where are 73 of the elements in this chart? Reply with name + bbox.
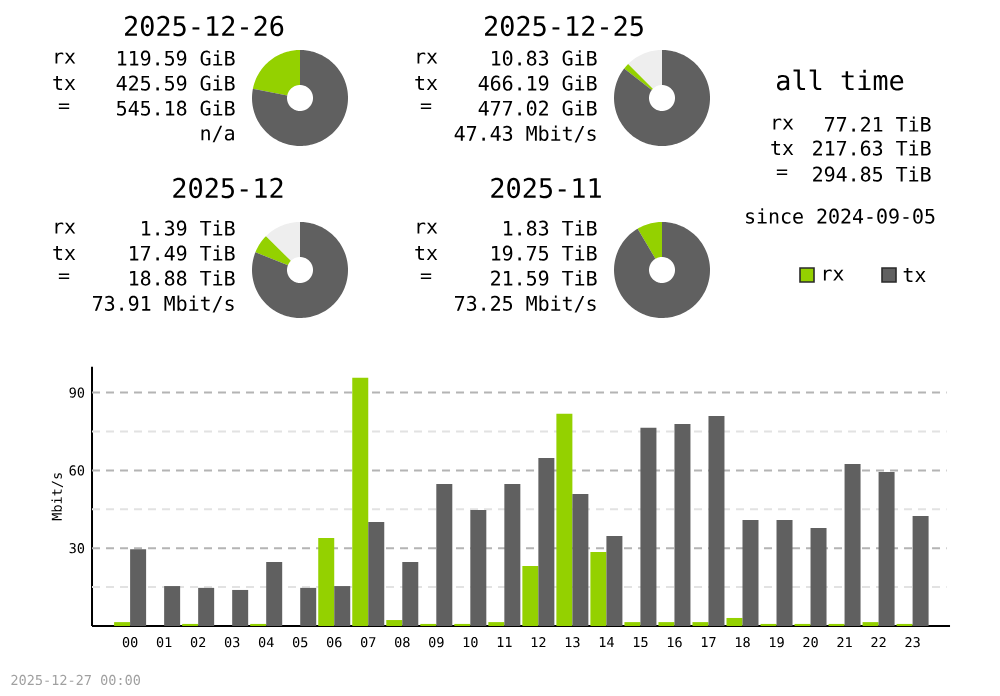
text: 77.21 TiB [824, 116, 931, 132]
legend-label: rx [823, 269, 844, 281]
text: all time [776, 69, 904, 91]
bar [742, 519, 759, 626]
text: rx [55, 222, 76, 234]
bar [436, 483, 453, 626]
bar [266, 561, 283, 626]
bar [844, 463, 861, 626]
bar [674, 423, 691, 626]
bar [522, 566, 539, 626]
text: 18.88 TiB [130, 270, 235, 286]
bar [300, 587, 317, 626]
text: 19.75 TiB [492, 245, 597, 261]
text: = [420, 273, 432, 280]
text: n/a [201, 125, 234, 143]
bar [912, 516, 929, 626]
text: = [58, 103, 70, 110]
legend-label: tx [903, 267, 926, 282]
bar [318, 538, 335, 626]
text: rx [773, 118, 794, 130]
text: 477.02 GiB [478, 100, 597, 116]
chart-title: 2025-12-26 [125, 15, 284, 37]
bar [232, 589, 249, 626]
bar [402, 561, 419, 626]
text: tx [415, 245, 438, 260]
text: 1.39 TiB [142, 220, 235, 236]
bar [198, 587, 215, 626]
text: 1.83 TiB [504, 220, 597, 236]
bar [368, 522, 385, 626]
bar [352, 377, 369, 626]
bar [708, 415, 725, 626]
chart-title: 2025-11 [491, 177, 601, 199]
text: 21.59 TiB [491, 270, 597, 286]
text: 425.59 GiB [116, 75, 235, 91]
text: = [776, 169, 788, 176]
bar [470, 510, 487, 626]
bar [606, 536, 623, 626]
bar [878, 471, 895, 626]
text: 466.19 GiB [478, 75, 597, 91]
bar [538, 457, 555, 626]
bar [776, 519, 793, 626]
bar [386, 620, 403, 626]
text: 73.25 Mbit/s [455, 295, 596, 313]
bar [164, 586, 181, 626]
text: 119.59 GiB [118, 50, 235, 66]
text: = [420, 103, 432, 110]
text: tx [53, 75, 76, 90]
bar [334, 586, 351, 626]
bar [590, 552, 607, 626]
bar [810, 527, 827, 626]
text: tx [415, 75, 438, 90]
text: 217.63 TiB [813, 140, 931, 156]
text: rx [55, 52, 76, 64]
text: 47.43 Mbit/s [454, 125, 596, 143]
bar [130, 549, 147, 626]
chart-title: 2025-12-25 [485, 15, 643, 37]
bar [504, 483, 521, 626]
text: rx [417, 222, 438, 234]
text: 545.18 GiB [117, 100, 235, 116]
text: rx [417, 52, 438, 64]
text: = [58, 273, 70, 280]
chart-title: 2025-12 [173, 177, 283, 199]
text: since 2024-09-05 [746, 208, 935, 224]
text: tx [53, 245, 76, 260]
bar [572, 493, 589, 626]
text: 17.49 TiB [130, 245, 235, 261]
text: tx [771, 140, 794, 155]
bar [556, 413, 573, 626]
text: 73.91 Mbit/s [93, 295, 234, 313]
bar [726, 617, 743, 626]
bar [640, 427, 657, 626]
text: 10.83 GiB [492, 50, 597, 66]
text: 294.85 TiB [813, 166, 931, 182]
